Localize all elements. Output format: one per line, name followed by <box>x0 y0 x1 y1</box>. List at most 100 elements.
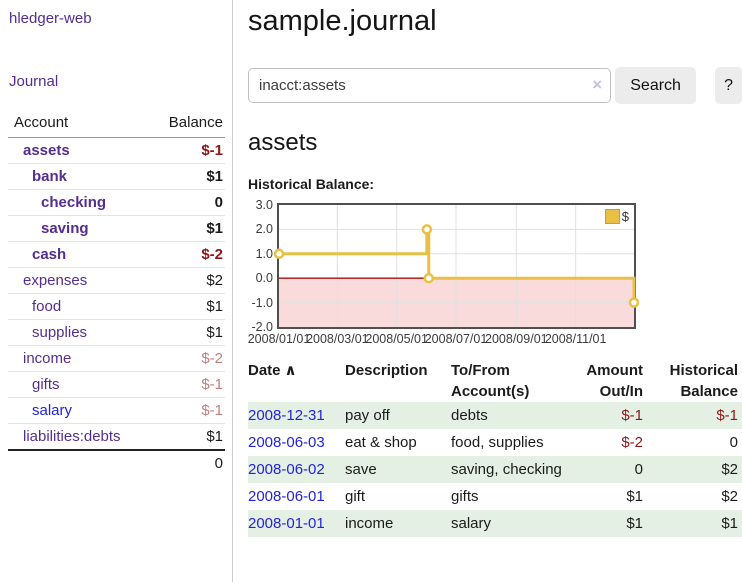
transaction-row: 2008-06-02 save saving, checking 0 $2 <box>248 456 742 483</box>
account-link[interactable]: gifts <box>32 376 60 393</box>
chart-canvas <box>273 205 640 327</box>
transaction-amount: $1 <box>626 515 643 532</box>
app-title-link[interactable]: hledger-web <box>9 10 92 27</box>
sort-ascending-icon: ∧ <box>284 362 297 379</box>
transaction-date-link[interactable]: 2008-01-01 <box>248 515 325 532</box>
account-balance: $1 <box>116 163 225 190</box>
account-balance: $-2 <box>116 345 225 372</box>
account-row: expenses $2 <box>8 267 225 294</box>
transaction-date-link[interactable]: 2008-06-03 <box>248 434 325 451</box>
help-button[interactable]: ? <box>715 67 742 104</box>
account-link[interactable]: food <box>32 298 62 315</box>
x-tick-label: 2008/07/01 <box>424 332 488 346</box>
account-balance: $-1 <box>116 397 225 424</box>
account-row: saving $1 <box>8 215 225 242</box>
account-row: food $1 <box>8 293 225 320</box>
transaction-accounts: debts <box>451 407 488 424</box>
transaction-accounts: food, supplies <box>451 434 544 451</box>
search-bar: × Search ? <box>248 67 742 104</box>
sidebar-item-journal[interactable]: Journal <box>9 73 59 90</box>
account-link[interactable]: cash <box>32 246 67 263</box>
account-link[interactable]: saving <box>41 220 89 237</box>
register-header-date[interactable]: Date ∧ <box>248 362 297 379</box>
transaction-description: pay off <box>345 407 390 424</box>
account-balance: $-1 <box>116 137 225 164</box>
accounts-header-account: Account <box>8 111 117 138</box>
x-tick-label: 2008/11/01 <box>544 332 607 346</box>
y-tick-label: 2.0 <box>255 222 273 237</box>
chart-title: Historical Balance: <box>248 176 375 192</box>
accounts-total-value: 0 <box>116 449 225 476</box>
account-row: salary $-1 <box>8 397 225 424</box>
register-header-description: Description <box>345 362 428 379</box>
account-row: checking 0 <box>8 189 225 216</box>
y-tick-label: 0.0 <box>255 271 273 286</box>
transaction-balance: $-1 <box>716 407 738 424</box>
transaction-balance: $2 <box>721 461 738 478</box>
transaction-amount: $1 <box>626 488 643 505</box>
account-heading: assets <box>248 129 318 156</box>
main-content: sample.journal × Search ? assets Histori… <box>248 0 742 537</box>
account-link[interactable]: bank <box>32 168 68 185</box>
transaction-row: 2008-12-31 pay off debts $-1 $-1 <box>248 402 742 429</box>
register-header-balance: Historical Balance <box>669 362 738 400</box>
account-row: liabilities:debts $1 <box>8 423 225 451</box>
accounts-table: Account Balance assets $-1 bank $1 check… <box>8 111 225 476</box>
account-row: cash $-2 <box>8 241 225 268</box>
transaction-accounts: salary <box>451 515 492 532</box>
account-balance: $1 <box>116 215 225 242</box>
legend-label: $ <box>621 209 629 224</box>
account-row: bank $1 <box>8 163 225 190</box>
account-balance: $1 <box>116 423 225 451</box>
account-link[interactable]: checking <box>41 194 107 211</box>
transaction-balance: 0 <box>729 434 738 451</box>
register-header-accounts: To/From Account(s) <box>451 362 530 400</box>
account-row: income $-2 <box>8 345 225 372</box>
account-link[interactable]: expenses <box>23 272 88 289</box>
transaction-amount: 0 <box>634 461 643 478</box>
account-link[interactable]: salary <box>32 402 73 419</box>
account-link[interactable]: income <box>23 350 72 367</box>
search-button[interactable]: Search <box>615 67 697 104</box>
account-link[interactable]: assets <box>23 142 70 159</box>
page-title: sample.journal <box>248 5 437 37</box>
y-tick-label: -2.0 <box>251 320 273 334</box>
x-tick-label: 2008/05/01 <box>365 332 428 346</box>
transaction-description: save <box>345 461 377 478</box>
transaction-description: eat & shop <box>345 434 417 451</box>
transaction-accounts: gifts <box>451 488 479 505</box>
register-table: Date ∧ Description To/From Account(s) Amo… <box>248 360 742 537</box>
clear-search-icon[interactable]: × <box>592 75 603 94</box>
sidebar: hledger-web Journal Account Balance asse… <box>0 0 233 582</box>
y-tick-label: -1.0 <box>251 295 273 310</box>
x-tick-label: 2008/03/01 <box>306 332 369 346</box>
transaction-balance: $1 <box>721 515 738 532</box>
account-balance: $-2 <box>116 241 225 268</box>
account-row: supplies $1 <box>8 319 225 346</box>
legend-swatch-icon <box>604 209 620 224</box>
x-tick-label: 2008/01/01 <box>247 332 311 346</box>
transaction-amount: $-2 <box>621 434 643 451</box>
y-tick-label: 3.0 <box>255 198 273 212</box>
account-link[interactable]: liabilities:debts <box>23 428 121 445</box>
transaction-description: gift <box>345 488 366 505</box>
transaction-row: 2008-01-01 income salary $1 $1 <box>248 510 742 537</box>
x-tick-label: 2008/09/01 <box>485 332 548 346</box>
transaction-description: income <box>345 515 394 532</box>
search-input[interactable] <box>248 68 612 103</box>
historical-balance-chart: 3.0 2.0 1.0 0.0 -1.0 -2.0 $ 2008/01/01 2008/03… <box>247 198 742 349</box>
account-row: gifts $-1 <box>8 371 225 398</box>
account-balance: 0 <box>116 189 225 216</box>
account-link[interactable]: supplies <box>32 324 88 341</box>
y-tick-label: 1.0 <box>255 246 273 261</box>
accounts-header-balance: Balance <box>116 111 225 138</box>
transaction-date-link[interactable]: 2008-06-01 <box>248 488 325 505</box>
register-header-amount: Amount Out/In <box>586 362 643 400</box>
chart-plot-area: $ <box>273 203 640 329</box>
chart-legend: $ <box>604 209 629 224</box>
transaction-accounts: saving, checking <box>451 461 562 478</box>
transaction-amount: $-1 <box>621 407 643 424</box>
transaction-row: 2008-06-03 eat & shop food, supplies $-2… <box>248 429 742 456</box>
transaction-date-link[interactable]: 2008-12-31 <box>248 407 325 424</box>
transaction-date-link[interactable]: 2008-06-02 <box>248 461 325 478</box>
